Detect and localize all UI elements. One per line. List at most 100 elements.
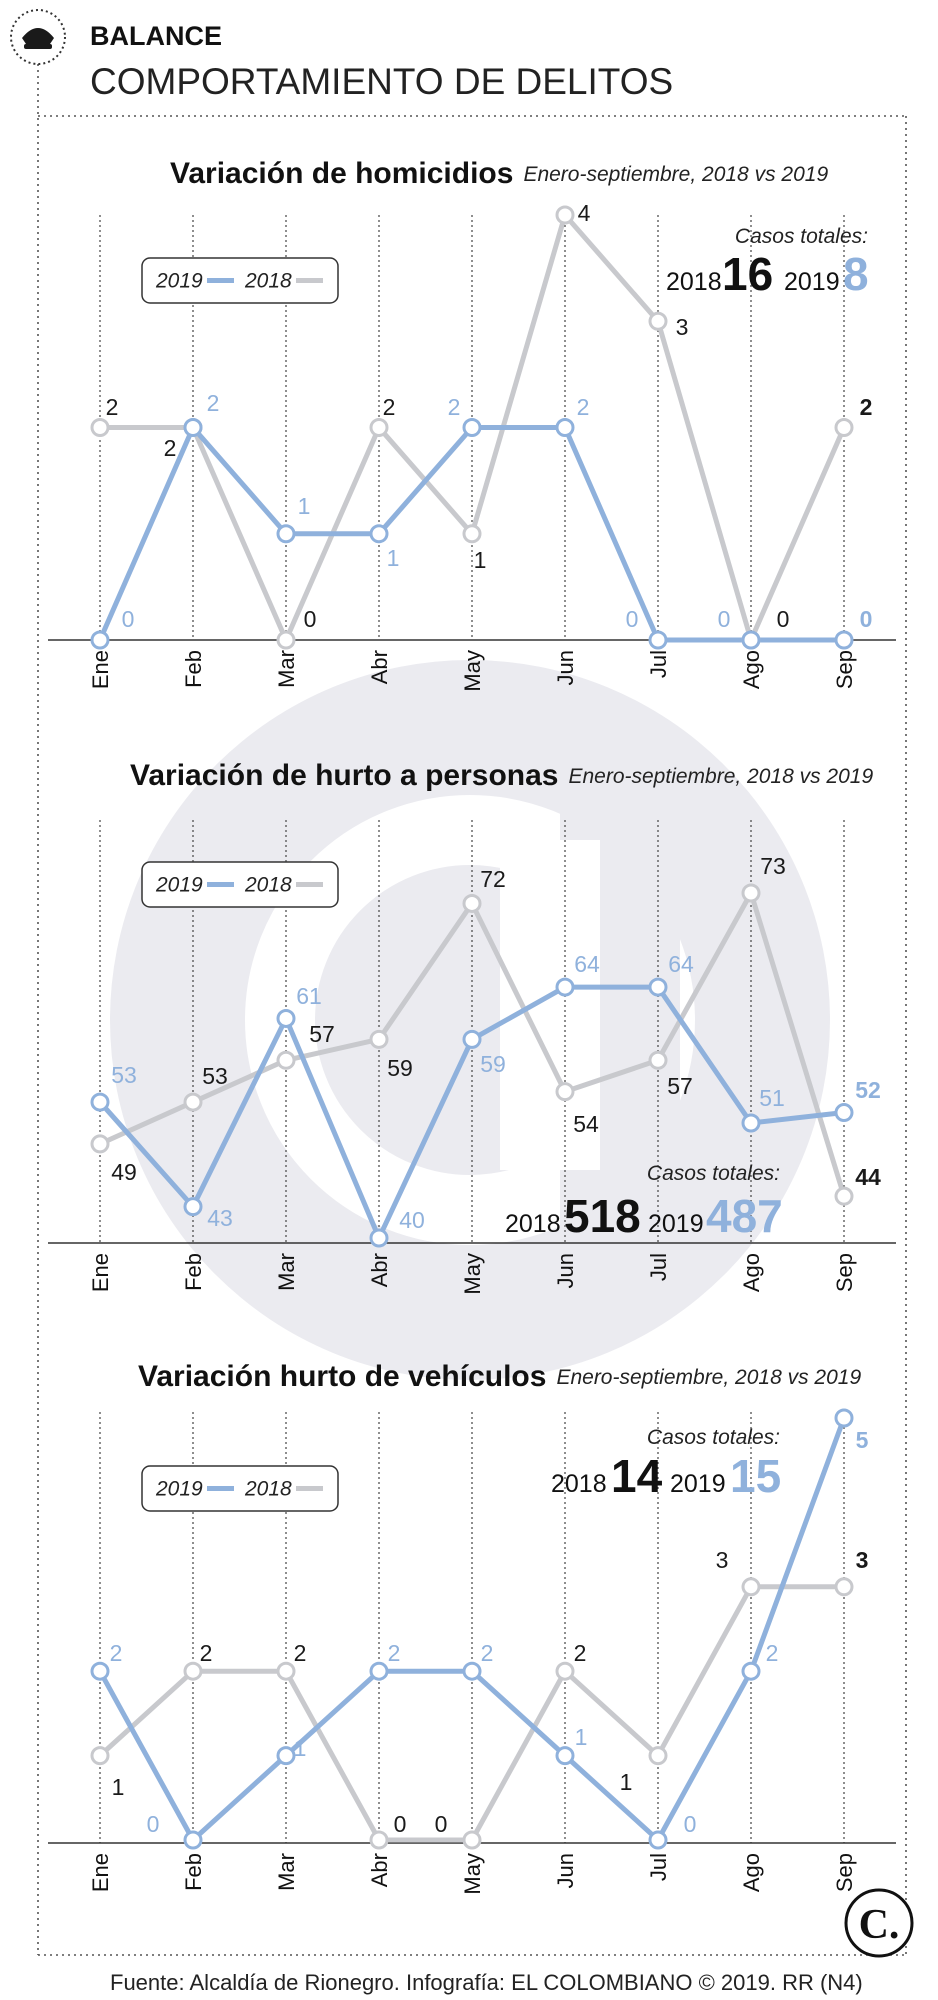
header-title: COMPORTAMIENTO DE DELITOS	[90, 61, 673, 102]
data-label-2018: 57	[309, 1021, 335, 1047]
data-label-2019: 0	[684, 1811, 697, 1837]
data-label-2019: 2	[110, 1640, 123, 1666]
data-point-2019	[741, 1661, 761, 1681]
data-label-2018: 2	[574, 1640, 587, 1666]
totals-value-2019: 15	[730, 1450, 781, 1502]
x-tick-label: Feb	[181, 650, 206, 688]
data-label-2018: 0	[304, 606, 317, 632]
data-label-2019: 1	[575, 1724, 588, 1750]
totals-value-2019: 487	[706, 1190, 783, 1242]
legend-label-2019: 2019	[155, 1478, 203, 1501]
data-label-2019: 2	[577, 394, 590, 420]
data-point-2019	[834, 1103, 854, 1123]
data-point-2018	[276, 630, 296, 650]
x-tick-label: Ago	[739, 1853, 764, 1892]
x-tick-label: Mar	[274, 1853, 299, 1891]
data-point-2019	[741, 1113, 761, 1133]
data-point-2019	[555, 977, 575, 997]
totals-year-2018: 2018	[666, 268, 722, 296]
data-label-2019: 2	[388, 1640, 401, 1666]
x-tick-label: Feb	[181, 1253, 206, 1291]
header-kicker: BALANCE	[90, 21, 222, 51]
data-label-2019: 1	[294, 1735, 307, 1761]
data-point-2019	[648, 1830, 668, 1850]
data-label-2019: 64	[668, 951, 694, 977]
data-point-2018	[183, 1092, 203, 1112]
x-tick-label: Jul	[646, 650, 671, 678]
chart-3: Variación hurto de vehículos Enero-septie…	[48, 1360, 896, 1895]
data-point-2018	[462, 893, 482, 913]
police-cap-brim	[24, 44, 52, 49]
data-label-2018: 0	[394, 1811, 407, 1837]
x-tick-label: Abr	[367, 1853, 392, 1887]
totals-year-2018: 2018	[551, 1470, 607, 1498]
data-point-2019	[183, 1830, 203, 1850]
data-point-2019	[648, 630, 668, 650]
legend-label-2018: 2018	[244, 874, 292, 897]
data-label-2019: 1	[387, 545, 400, 571]
totals-year-2019: 2019	[648, 1210, 704, 1238]
data-point-2018	[648, 311, 668, 331]
legend-box	[141, 861, 339, 908]
data-point-2018	[462, 1830, 482, 1850]
el-colombiano-logo	[844, 1888, 914, 1958]
totals-box: Casos totales: 2018 14 2019 15	[551, 1426, 781, 1502]
data-point-2019	[276, 1008, 296, 1028]
data-point-2019	[369, 524, 389, 544]
data-point-2018	[462, 524, 482, 544]
data-point-2018	[276, 1050, 296, 1070]
data-label-2019: 61	[296, 983, 322, 1009]
x-tick-label: May	[460, 1853, 485, 1895]
data-point-2018	[276, 1661, 296, 1681]
data-label-2019: 0	[626, 606, 639, 632]
data-point-2018	[369, 1830, 389, 1850]
data-label-2019: 0	[860, 606, 873, 632]
data-point-2018	[90, 1746, 110, 1766]
chart-legend: 2019 2018	[141, 257, 339, 304]
data-point-2018	[555, 205, 575, 225]
x-tick-label: Ago	[739, 1253, 764, 1292]
data-point-2019	[276, 524, 296, 544]
x-tick-label: Jun	[553, 650, 578, 685]
data-point-2019	[741, 630, 761, 650]
data-label-2018: 49	[111, 1159, 137, 1185]
totals-year-2019: 2019	[784, 268, 840, 296]
x-tick-label: Feb	[181, 1853, 206, 1891]
data-label-2019: 40	[399, 1207, 425, 1233]
data-label-2018: 2	[164, 435, 177, 461]
data-point-2018	[555, 1661, 575, 1681]
data-label-2018: 54	[573, 1111, 599, 1137]
legend-label-2019: 2019	[155, 874, 203, 897]
legend-box	[141, 257, 339, 304]
data-point-2019	[834, 1408, 854, 1428]
data-point-2018	[834, 418, 854, 437]
data-label-2018: 1	[620, 1769, 633, 1795]
data-label-2019: 0	[718, 606, 731, 632]
totals-box: Casos totales: 2018 16 2019 8	[666, 225, 869, 300]
x-tick-label: Mar	[274, 650, 299, 688]
chart-legend: 2019 2018	[141, 861, 339, 908]
data-label-2019: 52	[855, 1077, 881, 1103]
data-label-2018: 44	[855, 1164, 881, 1190]
data-point-2018	[741, 883, 761, 903]
data-label-2019: 2	[448, 394, 461, 420]
data-label-2019: 43	[207, 1205, 233, 1231]
police-cap-shape	[22, 28, 54, 44]
chart-subtitle: Enero-septiembre, 2018 vs 2019	[523, 163, 828, 186]
chart-subtitle: Enero-septiembre, 2018 vs 2019	[568, 765, 873, 788]
data-point-2019	[369, 1661, 389, 1681]
data-point-2018	[369, 418, 389, 437]
data-label-2018: 1	[474, 547, 487, 573]
x-tick-label: Jul	[646, 1253, 671, 1281]
data-label-2018: 4	[578, 200, 591, 226]
x-tick-label: Sep	[832, 1853, 857, 1892]
x-tick-label: Ene	[88, 650, 113, 689]
data-point-2019	[462, 418, 482, 437]
x-tick-label: Ene	[88, 1253, 113, 1292]
data-point-2019	[462, 1029, 482, 1049]
data-point-2018	[555, 1082, 575, 1102]
data-label-2018: 72	[480, 866, 506, 892]
data-label-2019: 0	[147, 1811, 160, 1837]
